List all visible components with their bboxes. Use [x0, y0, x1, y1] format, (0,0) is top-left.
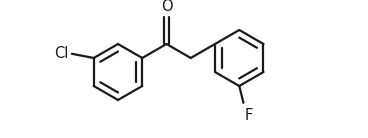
Text: Cl: Cl	[54, 46, 69, 61]
Text: F: F	[244, 108, 253, 123]
Text: O: O	[161, 0, 172, 14]
